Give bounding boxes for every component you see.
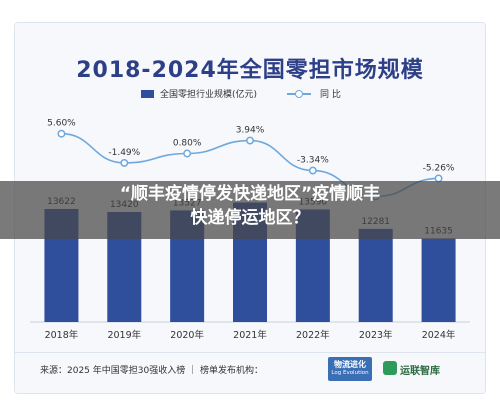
yoy-point-2018年 [57, 129, 66, 138]
x-tick-label-2021年: 2021年 [233, 329, 267, 341]
footer-divider [14, 352, 486, 353]
headline-line-2: 快递停运地区？ [190, 208, 310, 228]
yoy-label-2024年: -5.26% [423, 163, 455, 173]
yoy-point-2020年 [183, 149, 192, 158]
bar-2023年 [358, 228, 393, 322]
legend-line-label: 同 比 [320, 90, 341, 100]
logo1-main-text: 物流进化 [334, 360, 366, 369]
x-tick-label-2023年: 2023年 [359, 329, 393, 341]
yoy-label-2020年: 0.80% [173, 138, 202, 148]
headline-line-1: “顺丰疫情停发快递地区”疫情顺丰 [119, 184, 381, 204]
legend-line-marker [295, 90, 303, 98]
legend-bar-swatch [141, 90, 154, 98]
yoy-point-2022年 [308, 166, 317, 175]
x-tick-label-2018年: 2018年 [45, 329, 79, 341]
yoy-point-2019年 [120, 158, 129, 167]
x-tick-label-2022年: 2022年 [296, 329, 330, 341]
logo1-sub-text: Log Evolution [331, 370, 369, 376]
headline-overlay [0, 181, 500, 239]
yoy-label-2018年: 5.60% [47, 119, 76, 129]
chart-title: 2018-2024年全国零担市场规模 [76, 58, 424, 83]
bar-2024年 [421, 238, 456, 322]
headline-text: “顺丰疫情停发快递地区”疫情顺丰 快递停运地区？ [0, 182, 500, 230]
source-text: 来源：2025 年中国零担30强收入榜 ｜ 榜单发布机构： [40, 366, 263, 376]
yunlian-logo-icon [383, 361, 397, 375]
yunlian-logo-text: 运联智库 [400, 366, 440, 377]
yoy-point-2021年 [246, 136, 254, 145]
x-tick-label-2024年: 2024年 [422, 329, 456, 341]
legend-bar-label: 全国零担行业规模(亿元) [160, 90, 258, 100]
x-tick-label-2020年: 2020年 [170, 329, 204, 341]
log-evolution-logo: 物流进化 Log Evolution [328, 357, 372, 381]
yoy-label-2021年: 3.94% [236, 126, 265, 136]
x-tick-label-2019年: 2019年 [107, 329, 141, 341]
yoy-label-2019年: -1.49% [108, 148, 140, 158]
yoy-label-2022年: -3.34% [297, 156, 329, 166]
